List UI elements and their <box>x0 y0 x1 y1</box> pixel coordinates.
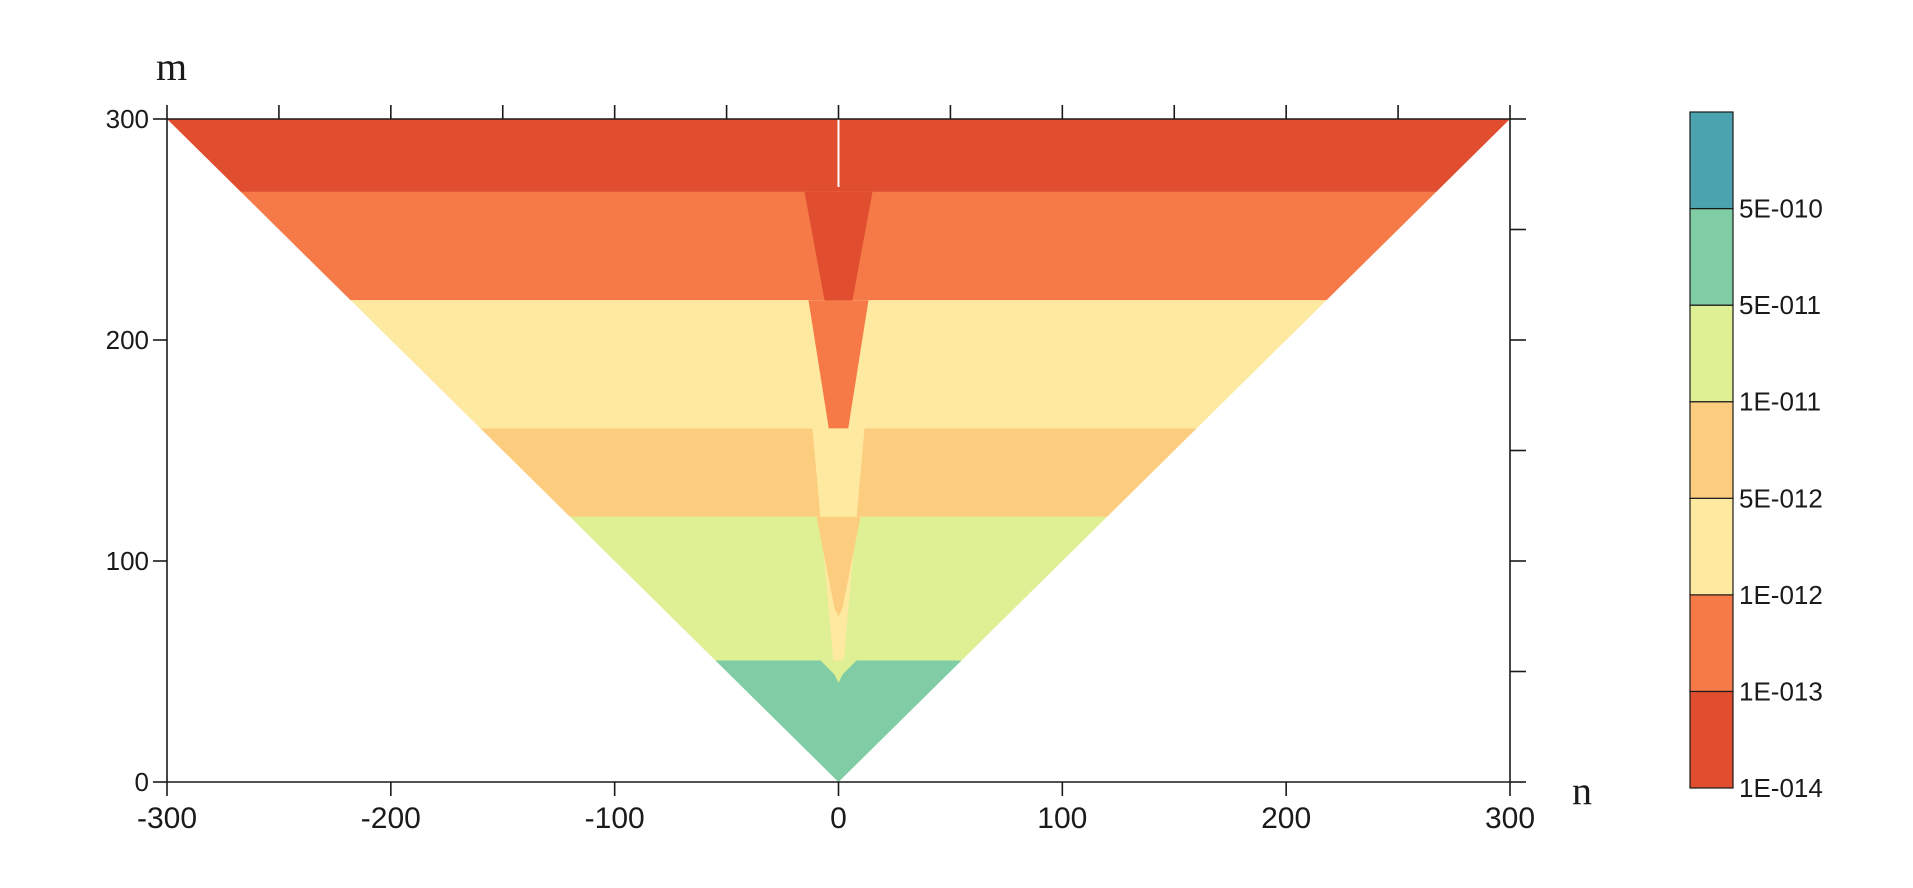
colorbar-label: 5E-012 <box>1739 483 1823 513</box>
x-tick-label: 0 <box>830 802 847 835</box>
x-axis-title: n <box>1572 768 1592 813</box>
contour-spike-0 <box>804 191 873 363</box>
colorbar-swatch <box>1689 690 1734 789</box>
colorbar-label: 5E-010 <box>1739 194 1823 224</box>
x-tick-label: -200 <box>361 802 421 835</box>
colorbar-swatch <box>1689 304 1734 403</box>
colorbar-swatch <box>1689 497 1734 596</box>
contour-spike-3 <box>816 516 861 617</box>
colorbar-label: 5E-011 <box>1739 290 1821 320</box>
y-tick-label: 0 <box>135 767 149 797</box>
y-tick-label: 200 <box>106 325 149 355</box>
x-tick-label: 100 <box>1037 802 1087 835</box>
colorbar-label: 1E-013 <box>1739 676 1823 706</box>
contour-spike-4 <box>820 660 857 683</box>
colorbar-label: 1E-012 <box>1739 580 1823 610</box>
colorbar-swatch <box>1689 401 1734 499</box>
y-tick-label: 100 <box>106 546 149 576</box>
colorbar-swatch <box>1689 111 1734 210</box>
y-axis-title: m <box>156 44 187 89</box>
colorbar-label: 1E-014 <box>1739 773 1823 803</box>
contour-regions <box>167 119 1510 782</box>
x-tick-label: 200 <box>1261 802 1311 835</box>
colorbar-label: 1E-011 <box>1739 387 1821 417</box>
x-tick-label: 300 <box>1485 802 1535 835</box>
colorbar: 1E-014 1E-013 1E-012 5E-012 1E-011 5E-011 5E-0… <box>1689 111 1823 803</box>
y-tick-label: 300 <box>106 104 149 134</box>
x-tick-label: -100 <box>585 802 645 835</box>
ticks: -300 -200 -100 0 100 200 300 0 100 200 300 <box>106 104 1535 835</box>
contour-spike-1 <box>808 300 869 473</box>
colorbar-swatch <box>1689 594 1734 693</box>
colorbar-swatch <box>1689 207 1734 306</box>
x-tick-label: -300 <box>137 802 197 835</box>
